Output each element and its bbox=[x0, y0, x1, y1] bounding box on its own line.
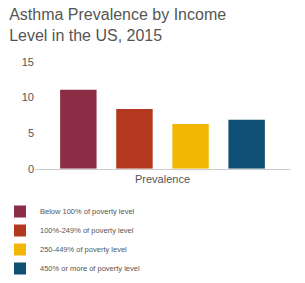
svg-text:100%-249% of poverty level: 100%-249% of poverty level bbox=[40, 226, 134, 235]
svg-text:5: 5 bbox=[28, 127, 34, 139]
svg-text:10: 10 bbox=[22, 91, 34, 103]
svg-text:0: 0 bbox=[28, 163, 34, 175]
svg-text:Below 100% of poverty level: Below 100% of poverty level bbox=[40, 207, 135, 216]
svg-text:Prevalence: Prevalence bbox=[135, 173, 190, 185]
svg-text:250-449% of poverty level: 250-449% of poverty level bbox=[40, 245, 127, 254]
svg-text:15: 15 bbox=[22, 56, 34, 68]
svg-text:450% or more of poverty level: 450% or more of poverty level bbox=[40, 264, 140, 273]
svg-text:Asthma Prevalence by IncomeLev: Asthma Prevalence by IncomeLevel in the … bbox=[9, 6, 226, 44]
